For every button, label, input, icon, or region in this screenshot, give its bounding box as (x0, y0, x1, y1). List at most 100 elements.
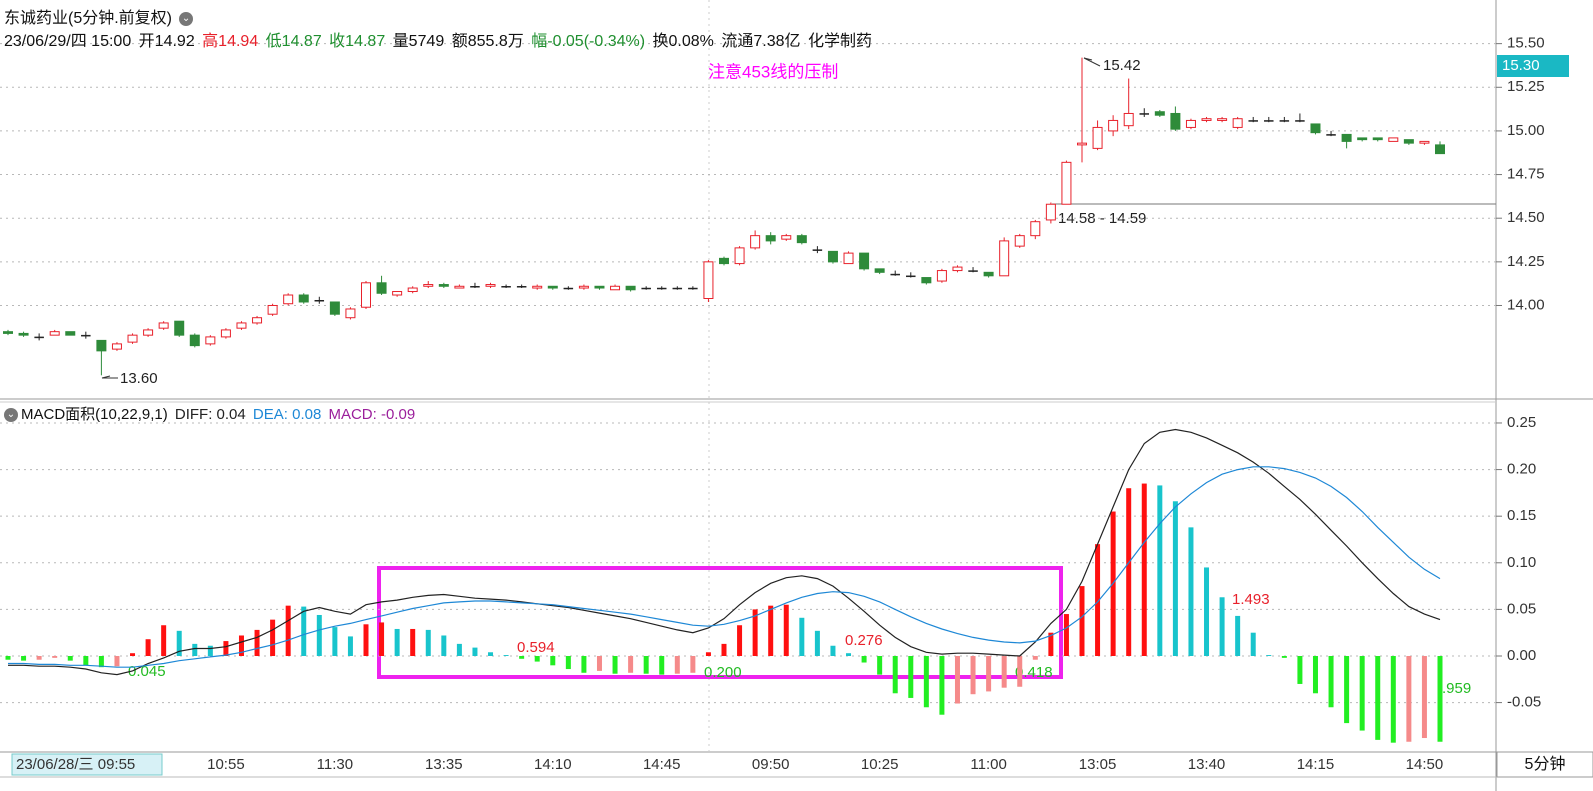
candle-body (236, 322, 247, 329)
macd-bar (1390, 655, 1396, 743)
candle-body (1154, 111, 1165, 116)
menu-icon[interactable]: ⌄ (4, 408, 18, 423)
candle-body (361, 282, 371, 308)
candle-body (859, 252, 870, 270)
quote-float: 流通7.38亿 (721, 33, 801, 50)
macd-bar (814, 630, 820, 656)
macd-bar (970, 655, 976, 695)
candle-body (283, 294, 294, 305)
macd-bar (628, 655, 634, 673)
candle-body (952, 266, 963, 272)
candle-body (688, 287, 698, 290)
macd-bar (534, 655, 540, 662)
macd-bar (1421, 655, 1427, 739)
macd-bar (954, 655, 960, 704)
quote-sector: 化学制药 (807, 33, 872, 50)
y-tick-label: 14.00 (1507, 296, 1545, 313)
quote-change: 幅-0.05(-0.34%) (531, 33, 646, 50)
legend-entry: DEA: 0.08 (252, 406, 322, 423)
macd-bar (270, 619, 276, 656)
candle-body (3, 331, 13, 334)
macd-bar (1297, 655, 1303, 684)
x-tick-label: 11:00 (970, 756, 1006, 773)
macd-legend: ⌄ MACD面积(10,22,9,1) DIFF: 0.04 DEA: 0.08 … (0, 403, 418, 424)
candle-body (127, 334, 138, 343)
candle-body (765, 235, 776, 242)
macd-bar (130, 653, 136, 656)
macd-bar (705, 652, 711, 656)
candle-body (298, 294, 309, 303)
candle-body (454, 285, 465, 289)
candle-body (968, 270, 978, 272)
period-label[interactable]: 5分钟 (1525, 755, 1566, 773)
candle-body (1217, 118, 1228, 121)
y-tick-label: 15.25 (1507, 78, 1545, 95)
candle-body (1185, 119, 1196, 128)
macd-bar (846, 653, 852, 656)
macd-bar (721, 643, 727, 656)
macd-bar (36, 655, 42, 660)
candle-body (921, 277, 932, 284)
price-tag-label: 15.30 (1502, 57, 1540, 74)
candle-body (672, 287, 683, 290)
macd-bar (519, 655, 525, 659)
y-tick-label: -0.05 (1507, 694, 1541, 711)
y-tick-label: 0.00 (1507, 647, 1536, 664)
candle-body (34, 336, 44, 339)
macd-bar (1312, 655, 1318, 694)
macd-bar (1328, 655, 1334, 708)
candle-body (1014, 235, 1025, 247)
y-tick-label: 0.15 (1507, 507, 1536, 524)
candle-body (936, 270, 947, 282)
quote-close: 收14.87 (329, 33, 386, 50)
macd-bar (1172, 501, 1178, 656)
candle-body (874, 268, 885, 273)
macd-bar (363, 624, 369, 656)
candle-body (594, 285, 605, 289)
candle-body (220, 329, 231, 338)
candle-body (143, 329, 154, 336)
macd-bar (643, 655, 649, 674)
macd-bar (52, 655, 58, 658)
candle-body (1248, 120, 1258, 122)
macd-bar (877, 655, 883, 675)
y-tick-label: 0.20 (1507, 461, 1536, 478)
quote-row: 23/06/29/四 15:00 开14.92 高14.94 低14.87 收1… (4, 27, 875, 51)
candle-body (314, 299, 325, 302)
candle-body (625, 285, 636, 291)
period-box[interactable] (1496, 751, 1593, 778)
macd-bar (238, 635, 244, 656)
macd-line (8, 466, 1441, 668)
macd-bar (1079, 586, 1085, 656)
macd-bar (783, 604, 789, 656)
quote-turnover: 换0.08% (652, 33, 714, 50)
macd-bar (301, 606, 307, 656)
candle-body (1092, 126, 1103, 149)
candle-body (438, 284, 449, 287)
candle-body (703, 261, 714, 299)
macd-bar (799, 617, 805, 656)
macd-bar (285, 605, 291, 656)
macd-bar (1032, 655, 1038, 660)
quote-time: 23/06/29/四 15:00 (4, 33, 132, 50)
y-tick-label: 14.75 (1507, 166, 1545, 183)
x-tick-label: 14:10 (534, 756, 572, 773)
macd-bar (1344, 655, 1350, 724)
macd-bar (21, 655, 27, 661)
quote-open: 开14.92 (138, 33, 195, 50)
macd-bar (394, 628, 400, 656)
candle-body (205, 336, 216, 345)
menu-icon[interactable]: ⌄ (179, 11, 194, 26)
candle-body (1264, 120, 1274, 122)
macd-bar (1188, 527, 1194, 656)
macd-bar (596, 655, 602, 671)
annotation: .959 (1442, 680, 1471, 697)
macd-bar (83, 655, 89, 666)
x-tick-label: 13:35 (425, 756, 463, 773)
macd-bar (5, 655, 11, 660)
candle-body (547, 285, 558, 289)
macd-bar (1095, 544, 1101, 656)
stock-title: 东诚药业(5分钟.前复权) (4, 10, 173, 27)
candle-body (501, 286, 511, 288)
